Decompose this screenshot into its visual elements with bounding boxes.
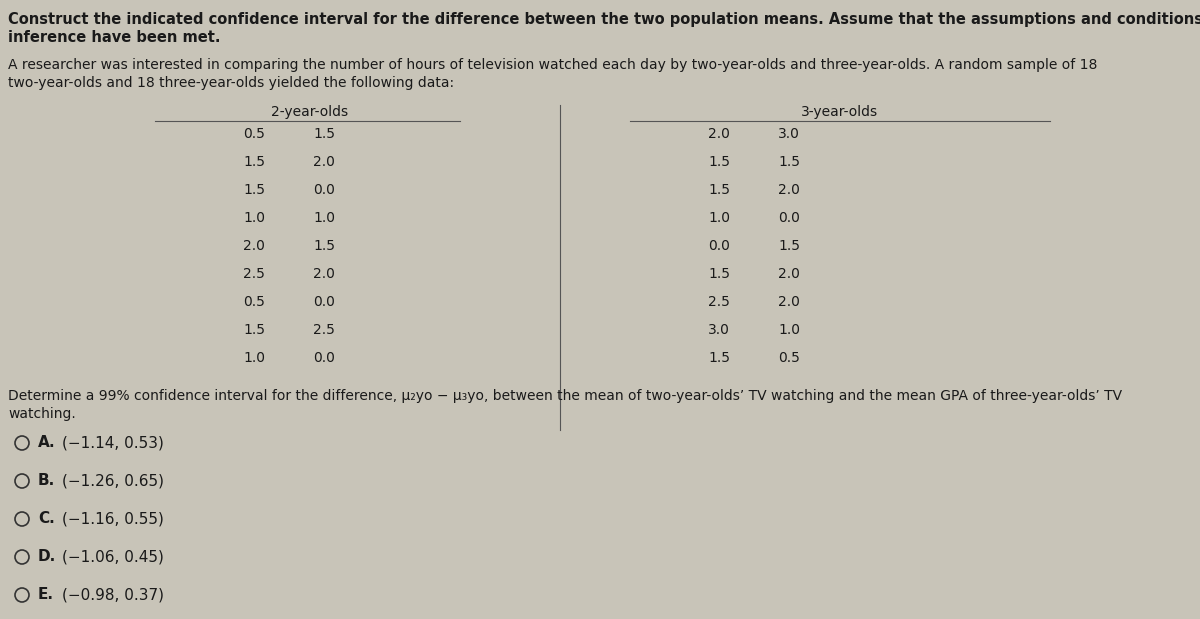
Text: (−1.26, 0.65): (−1.26, 0.65) <box>62 473 164 488</box>
Text: 0.0: 0.0 <box>778 211 800 225</box>
Text: Determine a 99% confidence interval for the difference, μ₂yo − μ₃yo, between the: Determine a 99% confidence interval for … <box>8 389 1122 403</box>
Text: 2.0: 2.0 <box>778 267 800 281</box>
Text: 0.0: 0.0 <box>313 351 335 365</box>
Text: 0.5: 0.5 <box>244 127 265 141</box>
Text: 2-year-olds: 2-year-olds <box>271 105 348 119</box>
Text: (−0.98, 0.37): (−0.98, 0.37) <box>62 587 164 602</box>
Text: 0.5: 0.5 <box>778 351 800 365</box>
Text: C.: C. <box>38 511 55 526</box>
Text: 1.5: 1.5 <box>708 155 730 169</box>
Text: (−1.14, 0.53): (−1.14, 0.53) <box>62 435 164 450</box>
Text: Construct the indicated confidence interval for the difference between the two p: Construct the indicated confidence inter… <box>8 12 1200 27</box>
Text: 2.0: 2.0 <box>313 267 335 281</box>
Text: 1.5: 1.5 <box>708 267 730 281</box>
Text: 2.0: 2.0 <box>313 155 335 169</box>
Text: B.: B. <box>38 473 55 488</box>
Text: 0.0: 0.0 <box>313 295 335 309</box>
Text: (−1.16, 0.55): (−1.16, 0.55) <box>62 511 164 526</box>
Text: 1.5: 1.5 <box>313 127 335 141</box>
Text: 2.0: 2.0 <box>778 183 800 197</box>
Text: two-year-olds and 18 three-year-olds yielded the following data:: two-year-olds and 18 three-year-olds yie… <box>8 76 454 90</box>
Text: 1.0: 1.0 <box>313 211 335 225</box>
Text: 2.0: 2.0 <box>778 295 800 309</box>
Text: watching.: watching. <box>8 407 76 421</box>
Text: 0.5: 0.5 <box>244 295 265 309</box>
Text: 1.0: 1.0 <box>242 211 265 225</box>
Text: A.: A. <box>38 435 55 450</box>
Text: 1.5: 1.5 <box>708 183 730 197</box>
Text: 0.0: 0.0 <box>313 183 335 197</box>
Text: 1.5: 1.5 <box>778 155 800 169</box>
Text: 2.5: 2.5 <box>313 323 335 337</box>
Text: 2.5: 2.5 <box>244 267 265 281</box>
Text: 1.5: 1.5 <box>778 239 800 253</box>
Text: A researcher was interested in comparing the number of hours of television watch: A researcher was interested in comparing… <box>8 58 1097 72</box>
Text: D.: D. <box>38 549 56 564</box>
Text: 3.0: 3.0 <box>778 127 800 141</box>
Text: 1.0: 1.0 <box>242 351 265 365</box>
Text: 1.0: 1.0 <box>708 211 730 225</box>
Text: 1.5: 1.5 <box>242 183 265 197</box>
Text: 2.0: 2.0 <box>708 127 730 141</box>
Text: (−1.06, 0.45): (−1.06, 0.45) <box>62 549 164 564</box>
Text: 2.0: 2.0 <box>244 239 265 253</box>
Text: 3.0: 3.0 <box>708 323 730 337</box>
Text: 1.0: 1.0 <box>778 323 800 337</box>
Text: inference have been met.: inference have been met. <box>8 30 221 45</box>
Text: 1.5: 1.5 <box>313 239 335 253</box>
Text: E.: E. <box>38 587 54 602</box>
Text: 1.5: 1.5 <box>242 323 265 337</box>
Text: 0.0: 0.0 <box>708 239 730 253</box>
Text: 1.5: 1.5 <box>708 351 730 365</box>
Text: 1.5: 1.5 <box>242 155 265 169</box>
Text: 2.5: 2.5 <box>708 295 730 309</box>
Text: 3-year-olds: 3-year-olds <box>802 105 878 119</box>
